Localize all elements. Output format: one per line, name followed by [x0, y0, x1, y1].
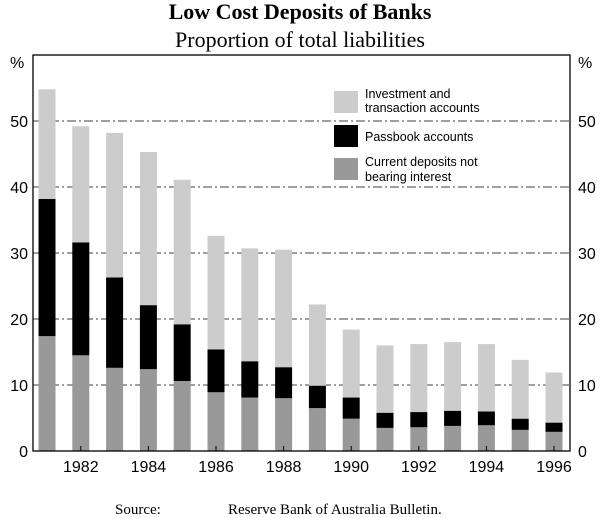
bar-1996-series-1 — [545, 422, 563, 432]
source-label: Source: — [115, 502, 161, 518]
bar-1988-series-0 — [275, 398, 293, 451]
y-unit-label-left: % — [10, 55, 24, 72]
bar-1991-series-0 — [376, 427, 394, 451]
y-tick-label-right: 20 — [578, 312, 596, 329]
bar-1986-series-2 — [207, 235, 225, 350]
bar-1992-series-1 — [410, 412, 428, 428]
x-tick-label-1986: 1986 — [198, 459, 234, 476]
x-axis-ticks: 1982 1984 1986 1988 1990 1992 1994 1996 — [63, 446, 572, 476]
bar-1989-series-0 — [308, 408, 326, 451]
x-tick-label-1992: 1992 — [401, 459, 437, 476]
bar-1983-series-1 — [106, 277, 124, 368]
bar-1984-series-0 — [139, 369, 157, 451]
bar-1982-series-0 — [72, 355, 90, 451]
legend-label-investment-line2: transaction accounts — [365, 101, 480, 115]
x-tick-label-1990: 1990 — [333, 459, 369, 476]
y-tick-label-right: 0 — [578, 444, 587, 461]
bar-1988-series-1 — [275, 367, 293, 399]
x-tick-label-1982: 1982 — [63, 459, 99, 476]
bar-1994-series-2 — [477, 344, 495, 412]
legend-item-current: Current deposits not bearing interest — [334, 155, 478, 184]
bar-1994-series-0 — [477, 425, 495, 451]
bar-1987-series-1 — [241, 361, 259, 398]
bar-1995-series-2 — [511, 359, 529, 419]
y-tick-label-left: 0 — [19, 444, 28, 461]
legend: Investment and transaction accounts Pass… — [334, 87, 480, 184]
bar-1987-series-0 — [241, 397, 259, 451]
bar-1993-series-0 — [444, 425, 462, 451]
bar-1981-series-1 — [38, 198, 56, 337]
bar-1995-series-0 — [511, 429, 529, 451]
bar-1989-series-1 — [308, 385, 326, 409]
y-tick-label-right: 30 — [578, 246, 596, 263]
bar-1984-series-2 — [139, 152, 157, 306]
bar-1985-series-1 — [173, 324, 191, 382]
bar-1996-series-2 — [545, 372, 563, 423]
bar-1990-series-2 — [342, 329, 360, 398]
y-tick-label-left: 10 — [10, 378, 28, 395]
bar-1981-series-2 — [38, 89, 56, 199]
bar-1990-series-0 — [342, 418, 360, 451]
y-tick-label-right: 10 — [578, 378, 596, 395]
source-text: Reserve Bank of Australia Bulletin. — [228, 502, 442, 518]
chart-title: Low Cost Deposits of Banks — [169, 0, 432, 24]
bar-1985-series-2 — [173, 179, 191, 325]
bar-1987-series-2 — [241, 248, 259, 362]
legend-swatch-investment — [334, 91, 358, 113]
bar-1986-series-1 — [207, 349, 225, 393]
legend-swatch-current — [334, 158, 358, 180]
bar-1994-series-1 — [477, 411, 495, 426]
bar-1983-series-2 — [106, 132, 124, 278]
y-unit-label-right: % — [578, 55, 592, 72]
bar-1993-series-1 — [444, 410, 462, 426]
bar-1984-series-1 — [139, 305, 157, 370]
y-tick-label-left: 20 — [10, 312, 28, 329]
bar-1989-series-2 — [308, 304, 326, 386]
bar-1995-series-1 — [511, 418, 529, 430]
bars — [38, 89, 563, 451]
chart-subtitle: Proportion of total liabilities — [175, 27, 425, 52]
bar-1993-series-2 — [444, 342, 462, 411]
plot-frame — [32, 54, 571, 452]
bar-1986-series-0 — [207, 392, 225, 451]
bar-1991-series-1 — [376, 412, 394, 428]
legend-item-passbook: Passbook accounts — [334, 125, 473, 147]
legend-label-current-line2: bearing interest — [365, 170, 452, 184]
bar-1985-series-0 — [173, 381, 191, 451]
bar-1983-series-0 — [106, 367, 124, 451]
y-tick-label-left: 40 — [10, 180, 28, 197]
bar-1992-series-0 — [410, 427, 428, 451]
bar-1982-series-2 — [72, 126, 90, 243]
legend-label-current-line1: Current deposits not — [365, 155, 478, 169]
legend-label-passbook: Passbook accounts — [365, 130, 473, 144]
bar-1982-series-1 — [72, 242, 90, 356]
legend-item-investment: Investment and transaction accounts — [334, 87, 480, 115]
bar-1981-series-0 — [38, 336, 56, 451]
bar-1990-series-1 — [342, 397, 360, 419]
legend-swatch-passbook — [334, 125, 358, 147]
x-tick-label-1996: 1996 — [536, 459, 572, 476]
bar-1996-series-0 — [545, 431, 563, 451]
y-tick-label-right: 50 — [578, 114, 596, 131]
x-tick-label-1988: 1988 — [266, 459, 302, 476]
y-tick-label-right: 40 — [578, 180, 596, 197]
x-tick-label-1994: 1994 — [469, 459, 505, 476]
bar-1988-series-2 — [275, 249, 293, 368]
x-tick-label-1984: 1984 — [131, 459, 167, 476]
legend-label-investment-line1: Investment and — [365, 87, 451, 101]
bar-1992-series-2 — [410, 344, 428, 413]
y-tick-label-left: 30 — [10, 246, 28, 263]
y-axis-ticks: 0 0 10 10 20 20 30 30 40 40 50 50 — [10, 114, 596, 461]
bar-1991-series-2 — [376, 345, 394, 413]
y-tick-label-left: 50 — [10, 114, 28, 131]
